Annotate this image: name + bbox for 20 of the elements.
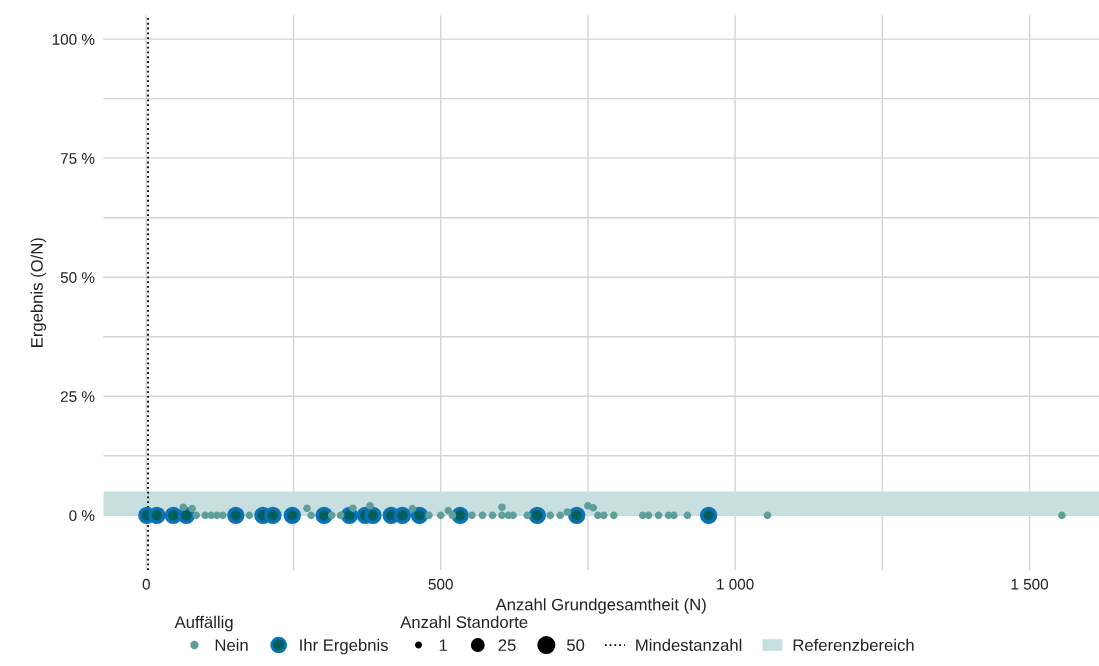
text: 25 — [498, 639, 516, 652]
y-tick-label: 0 % — [69, 510, 95, 522]
x-tick-label: 1 000 — [717, 578, 754, 590]
legend-label: Nein — [215, 638, 248, 652]
text: 1 — [439, 639, 447, 651]
y-axis-title: Ergebnis (O/N) — [30, 238, 47, 347]
x-tick-label: 0 — [142, 578, 150, 590]
x-axis-title: Anzahl Grundgesamtheit (N) — [495, 598, 706, 614]
y-tick-label: 50 % — [60, 272, 95, 283]
x-tick-label: 1 500 — [1011, 578, 1049, 590]
legend-title: Auffällig — [174, 615, 233, 632]
y-tick-label: 75 % — [60, 153, 95, 164]
text: Anzahl Standorte — [400, 615, 528, 629]
y-tick-label: 25 % — [60, 391, 95, 402]
legend-label: Mindestanzahl — [636, 638, 742, 652]
text: 50 — [566, 639, 585, 652]
y-tick-label: 100 % — [52, 34, 95, 45]
x-tick-label: 500 — [428, 578, 453, 590]
legend-label: Ihr Ergebnis — [300, 638, 388, 655]
legend-label: Referenzbereich — [793, 638, 914, 652]
